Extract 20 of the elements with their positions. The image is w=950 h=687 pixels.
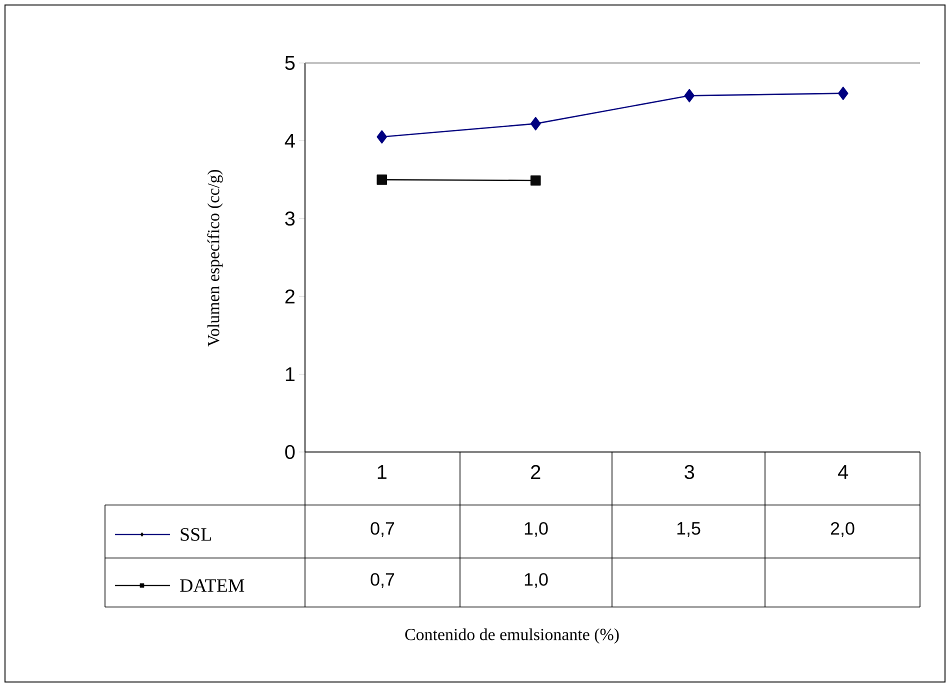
text: Contenido de emulsionante (%) — [405, 628, 619, 644]
text: 1,5 — [677, 522, 700, 537]
text: 2,0 — [830, 522, 854, 537]
x-tick-label: 4 — [838, 465, 848, 479]
y-axis-title: Volumen específico (cc/g) — [207, 170, 223, 347]
text: 0,7 — [370, 573, 394, 588]
text: 1,0 — [524, 573, 548, 588]
x-tick-label: 1 — [378, 465, 386, 479]
y-tick-label: 3 — [285, 212, 295, 226]
y-tick-label: 0 — [285, 444, 295, 460]
legend-label: SSL — [180, 528, 211, 541]
text: 1,0 — [524, 522, 548, 537]
legend-label: DATEM — [180, 579, 244, 592]
y-tick-label: 2 — [285, 289, 294, 304]
y-tick-label: 4 — [284, 134, 295, 148]
y-tick-label: 1 — [286, 367, 295, 382]
x-tick-label: 2 — [531, 465, 540, 479]
y-tick-label: 5 — [285, 56, 295, 70]
x-tick-label: 3 — [684, 464, 694, 480]
text: 0,7 — [370, 522, 394, 537]
